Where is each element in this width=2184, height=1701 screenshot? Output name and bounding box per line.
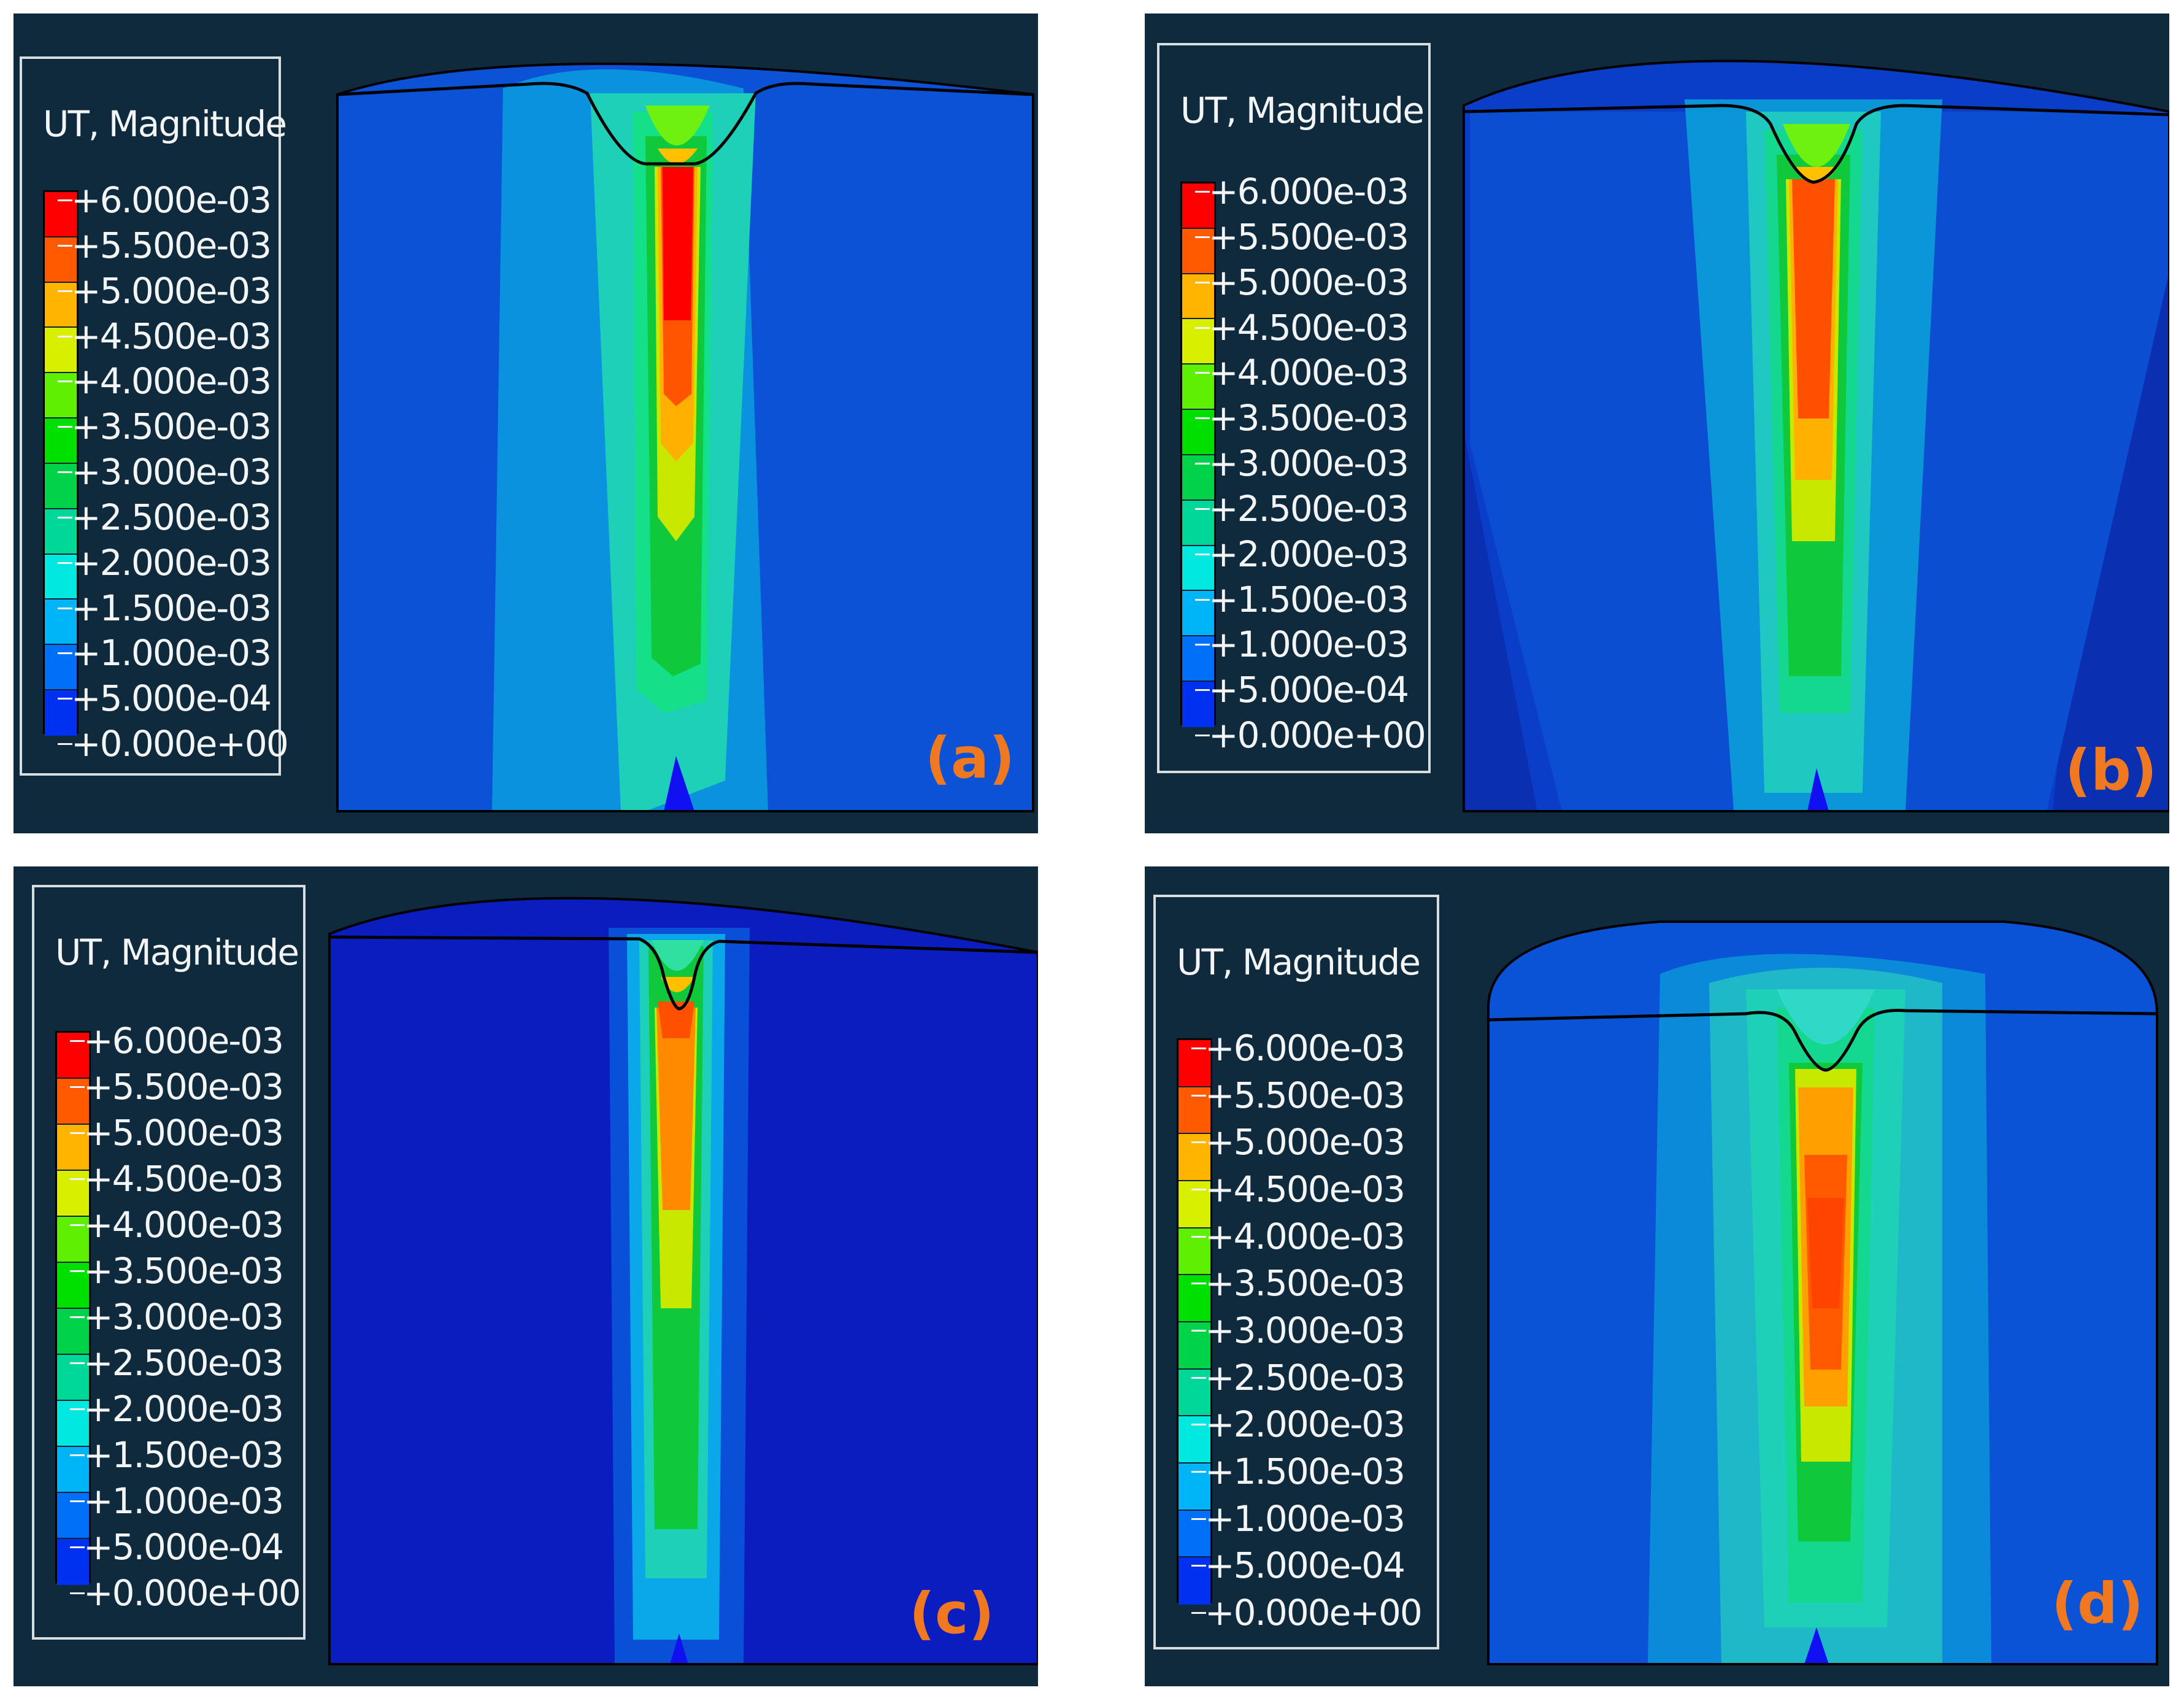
legend-tick-label: +1.000e-03	[57, 632, 272, 674]
legend-b: UT, Magnitude +6.000e-03 +5.500e-03 +5.000…	[1157, 43, 1431, 773]
legend-tick-label: +1.500e-03	[69, 1434, 284, 1476]
legend-tick-label: +0.000e+00	[1191, 1592, 1423, 1634]
legend-tick-label: +5.000e-04	[57, 677, 272, 720]
legend-tick-label: +0.000e+00	[1195, 714, 1426, 756]
legend-d: UT, Magnitude +6.000e-03 +5.500e-03 +5.000…	[1153, 895, 1439, 1649]
legend-c: UT, Magnitude +6.000e-03 +5.500e-03 +5.000…	[32, 885, 306, 1640]
legend-tick-label: +4.000e-03	[1194, 352, 1409, 394]
legend-tick-label: +0.000e+00	[70, 1572, 301, 1614]
legend-tick-label: +2.000e-03	[1191, 1403, 1405, 1446]
legend-tick-label: +1.500e-03	[1194, 578, 1409, 620]
legend-tick-label: +5.000e-04	[1194, 669, 1409, 711]
panel-label-a: (a)	[925, 725, 1015, 791]
legend-title: UT, Magnitude	[55, 932, 299, 973]
legend-tick-label: +5.000e-04	[1191, 1545, 1405, 1587]
legend-tick-label: +1.000e-03	[1191, 1497, 1405, 1540]
legend-a: UT, Magnitude +6.000e-03 +5.500e-03 +5.000…	[20, 56, 289, 776]
legend-tick-label: +3.000e-03	[1191, 1310, 1405, 1351]
legend-tick-label: +3.500e-03	[69, 1250, 284, 1292]
contour-plot-d	[1487, 920, 2158, 1665]
legend-tick-label: +5.500e-03	[69, 1066, 284, 1108]
legend-tick-label: +3.000e-03	[69, 1296, 284, 1338]
legend-tick-label: +3.500e-03	[1194, 397, 1409, 439]
panel-label-c: (c)	[909, 1581, 994, 1646]
legend-tick-label: +1.500e-03	[57, 587, 272, 629]
legend-tick-label: +4.000e-03	[57, 360, 272, 403]
legend-tick-label: +1.000e-03	[69, 1480, 284, 1522]
legend-tick-label: +2.000e-03	[69, 1388, 284, 1430]
legend-tick-label: +2.500e-03	[69, 1342, 284, 1384]
legend-tick-label: +2.000e-03	[57, 541, 272, 584]
legend-tick-label: +4.500e-03	[1191, 1168, 1405, 1210]
legend-tick-label: +5.500e-03	[1191, 1074, 1405, 1116]
legend-title: UT, Magnitude	[1177, 941, 1421, 983]
panel-d: UT, Magnitude +6.000e-03 +5.500e-03 +5.000…	[1145, 866, 2169, 1686]
color-scale	[43, 190, 79, 736]
legend-tick-label: +1.500e-03	[1191, 1451, 1405, 1492]
legend-tick-label: +5.000e-03	[1194, 261, 1409, 303]
legend-tick-label: +5.000e-03	[57, 269, 272, 312]
panel-label-b: (b)	[2065, 738, 2157, 803]
contour-plot-b	[1463, 60, 2169, 812]
panel-a: UT, Magnitude +6.000e-03 +5.500e-03 +5.000…	[13, 14, 1038, 833]
panel-c: UT, Magnitude +6.000e-03 +5.500e-03 +5.000…	[13, 866, 1038, 1686]
contour-plot-c	[328, 897, 1038, 1665]
legend-tick-label: +3.500e-03	[1191, 1262, 1405, 1305]
contour-plot-a	[336, 63, 1034, 812]
legend-tick-label: +0.000e+00	[58, 723, 289, 765]
legend-tick-label: +2.500e-03	[57, 496, 272, 538]
legend-title: UT, Magnitude	[1180, 90, 1425, 131]
legend-tick-label: +2.000e-03	[1194, 533, 1409, 575]
legend-tick-label: +6.000e-03	[1191, 1027, 1405, 1069]
legend-tick-label: +5.500e-03	[57, 224, 272, 266]
legend-tick-label: +6.000e-03	[1194, 171, 1409, 212]
legend-tick-label: +4.000e-03	[1191, 1215, 1405, 1257]
legend-tick-label: +5.000e-03	[69, 1112, 284, 1154]
legend-tick-label: +5.000e-03	[1191, 1121, 1405, 1163]
legend-tick-label: +4.500e-03	[57, 315, 272, 357]
legend-tick-label: +2.500e-03	[1191, 1356, 1405, 1398]
legend-tick-label: +4.500e-03	[1194, 306, 1409, 349]
legend-tick-label: +1.000e-03	[1194, 623, 1409, 666]
legend-tick-label: +6.000e-03	[57, 179, 272, 221]
legend-tick-label: +3.000e-03	[57, 451, 272, 493]
legend-tick-label: +4.500e-03	[69, 1158, 284, 1200]
panel-b: UT, Magnitude +6.000e-03 +5.500e-03 +5.000…	[1145, 14, 2169, 833]
panel-label-d: (d)	[2051, 1571, 2144, 1637]
legend-tick-label: +3.000e-03	[1194, 442, 1409, 484]
legend-tick-label: +6.000e-03	[69, 1020, 284, 1062]
legend-tick-label: +4.000e-03	[69, 1204, 284, 1246]
legend-tick-label: +3.500e-03	[57, 406, 272, 448]
legend-tick-label: +2.500e-03	[1194, 487, 1409, 530]
legend-tick-label: +5.500e-03	[1194, 215, 1409, 258]
legend-tick-label: +5.000e-04	[69, 1526, 284, 1568]
legend-title: UT, Magnitude	[43, 103, 287, 145]
